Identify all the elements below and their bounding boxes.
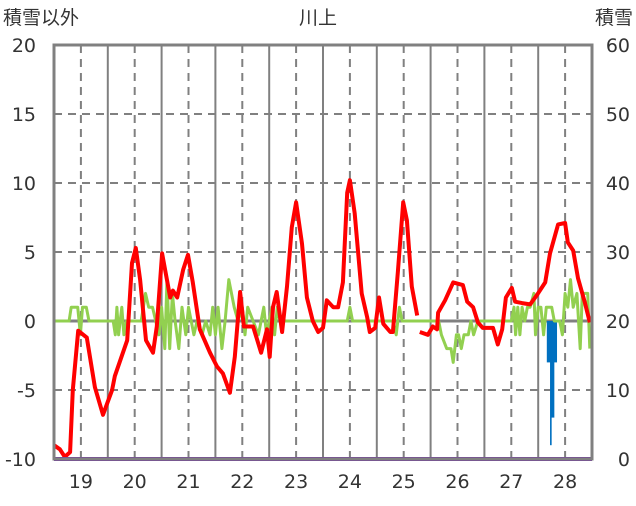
y-left-tick-label: 20 [12,35,36,57]
y-left-tick-label: 5 [24,242,36,264]
x-tick-label: 21 [176,471,200,493]
x-tick-label: 19 [69,471,93,493]
left-axis-label: 積雪以外 [3,7,79,29]
y-right-tick-label: 10 [606,380,630,402]
red-series-line [52,178,592,459]
snow-depth-bar [551,321,555,418]
x-tick-label: 20 [123,471,147,493]
x-tick-label: 27 [499,471,523,493]
plot-frame [52,43,594,461]
y-left-tick-label: 0 [24,311,36,333]
y-left-tick-label: -10 [5,449,36,471]
y-left-tick-label: 15 [12,104,36,126]
chart-title: 川上 [299,7,337,29]
y-right-tick-label: 0 [618,449,630,471]
x-tick-label: 28 [553,471,577,493]
grid [54,45,592,459]
x-tick-label: 23 [284,471,308,493]
y-right-tick-label: 60 [606,35,630,57]
tick-labels: 19 20 21 22 23 24 25 26 27 28 -10 -5 0 5 10 15 20 0 10 20 30… [5,35,630,493]
snow-depth-bar [550,321,552,446]
y-right-tick-label: 30 [606,242,630,264]
y-left-tick-label: -5 [17,380,36,402]
y-left-tick-label: 10 [12,173,36,195]
y-right-tick-label: 50 [606,104,630,126]
x-tick-label: 25 [392,471,416,493]
x-tick-label: 24 [338,471,362,493]
y-right-tick-label: 40 [606,173,630,195]
y-right-tick-label: 20 [606,311,630,333]
right-axis-label: 積雪 [595,7,633,29]
x-tick-label: 26 [445,471,469,493]
x-tick-label: 22 [230,471,254,493]
